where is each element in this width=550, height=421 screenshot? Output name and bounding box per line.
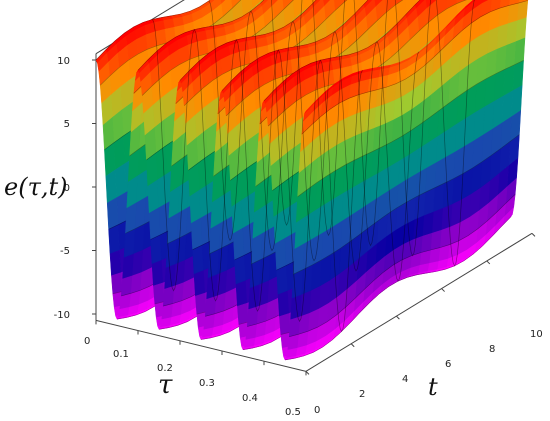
surface-patch: [515, 16, 527, 42]
t-tick-mark: [396, 315, 400, 320]
z-tick-10: 10: [57, 56, 70, 67]
surface-patch: [150, 234, 162, 265]
mesh-line: [225, 0, 404, 117]
tau-axis-ticks: 0 0.1 0.2 0.3 0.4 0.5: [84, 336, 301, 418]
surface-patch: [507, 2, 519, 24]
surface-patch: [240, 193, 253, 229]
surface-patch: [198, 183, 211, 219]
t-tick-6: 6: [445, 359, 451, 370]
surface-patch: [277, 290, 290, 317]
surface-patch: [242, 222, 254, 256]
surface-patch: [158, 202, 170, 236]
t-tick-8: 8: [489, 344, 495, 355]
surface-patch: [279, 313, 291, 335]
surface-patch: [496, 22, 508, 50]
mesh-line: [141, 0, 294, 96]
surface-patch: [193, 270, 206, 297]
surface-patch: [366, 89, 378, 111]
surface-patch: [151, 260, 164, 287]
surface-patch: [231, 200, 243, 235]
surface-patch: [200, 212, 212, 246]
tau-axis-line: [95, 319, 307, 372]
mesh-line: [183, 0, 348, 106]
t-tick-4: 4: [402, 374, 408, 385]
z-tick-5: 5: [64, 119, 70, 130]
surface-patch: [148, 207, 161, 240]
t-tick-mark: [486, 260, 491, 265]
surface-patch: [497, 5, 510, 27]
mesh-line: [179, 0, 317, 81]
t-tick-mark: [441, 288, 445, 292]
surface-patch: [156, 173, 169, 209]
t-tick-mark: [350, 343, 355, 348]
t-axis-label: t: [428, 373, 438, 401]
surface-patch: [106, 197, 119, 230]
z-tick-minus10: -10: [54, 310, 70, 321]
tau-tick-0.3: 0.3: [199, 378, 215, 389]
tau-tick-0: 0: [84, 336, 90, 347]
surface-patch: [284, 232, 296, 266]
surface-patch: [364, 106, 376, 132]
surface-patch: [276, 265, 288, 296]
surface-patch: [108, 224, 120, 255]
t-axis-line: [305, 232, 533, 372]
surface-patch: [111, 272, 123, 295]
tau-tick-0.1: 0.1: [113, 349, 129, 360]
tau-tick-0.5: 0.5: [285, 407, 301, 418]
mesh-line: [137, 0, 265, 71]
mesh-line: [95, 0, 211, 61]
t-tick-0: 0: [314, 405, 320, 416]
tau-tick-0.4: 0.4: [242, 393, 258, 404]
surface-patch: [189, 189, 201, 224]
surface-patch: [105, 169, 117, 204]
surface-patch: [274, 238, 287, 271]
surface-patch: [109, 249, 122, 277]
mesh-line: [221, 0, 369, 91]
mesh-line: [99, 0, 242, 86]
t-tick-2: 2: [359, 389, 365, 400]
surface-patch: [235, 280, 248, 307]
surface-patch: [192, 244, 204, 275]
surface-patch: [273, 210, 285, 245]
surface-patch: [114, 163, 127, 199]
surface-patch: [153, 282, 165, 305]
tau-axis-label: τ: [158, 370, 173, 400]
t-tick-10: 10: [530, 329, 543, 340]
z-axis-label: e(τ,t): [4, 173, 67, 201]
surface-patch: [237, 302, 249, 325]
surface-patch: [116, 191, 128, 226]
surface-patch: [190, 217, 203, 251]
surface-patch: [505, 19, 518, 46]
surface-patch: [234, 255, 246, 285]
surface-patch: [147, 179, 159, 214]
surface-patch: [195, 292, 207, 315]
surface-mesh: [95, 0, 529, 361]
surface-patch: [232, 227, 245, 261]
z-tick-minus5: -5: [60, 246, 70, 257]
t-tick-mark: [531, 232, 536, 237]
t-tick-mark: [305, 370, 310, 375]
